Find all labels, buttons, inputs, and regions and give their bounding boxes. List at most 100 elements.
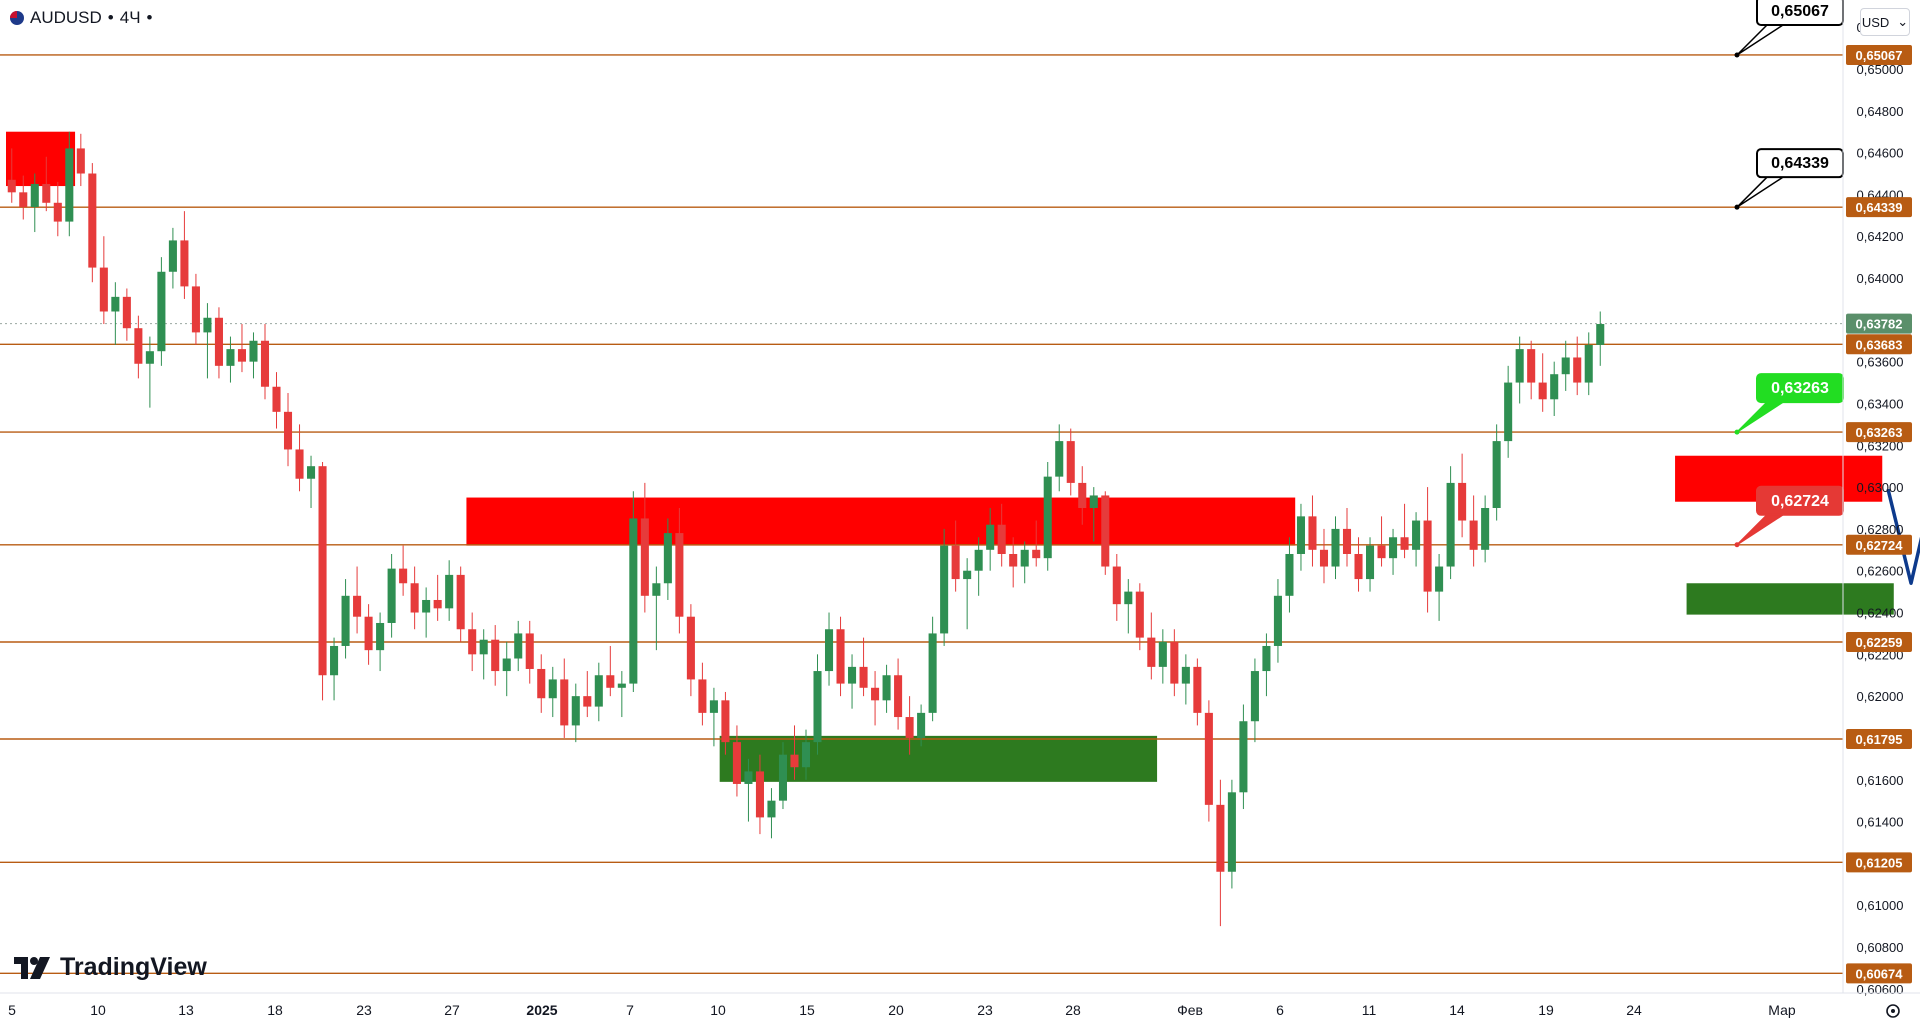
candle (721, 691, 730, 755)
candle (410, 566, 419, 630)
candle-body (917, 712, 926, 738)
candle-body (606, 675, 615, 688)
candle-body (1216, 804, 1225, 872)
candle-body (744, 771, 753, 784)
y-tick-label: 0,60800 (1857, 940, 1904, 955)
candle (836, 616, 845, 697)
level-price-label: 0,62259 (1846, 632, 1912, 653)
candle (1124, 579, 1133, 634)
candle (330, 637, 339, 701)
candle (7, 148, 16, 203)
candle (1204, 700, 1213, 822)
x-tick-label: Мар (1768, 1002, 1796, 1018)
x-tick-label: 13 (178, 1002, 194, 1018)
candle (1308, 495, 1317, 567)
y-tick-label: 0,61400 (1857, 815, 1904, 830)
price-callout: 0,65067 (1734, 0, 1844, 58)
candle (882, 664, 891, 713)
candle-body (1089, 495, 1098, 508)
callout-label: 0,63263 (1771, 380, 1829, 397)
candle (997, 503, 1006, 567)
candle (1112, 553, 1121, 621)
candle (422, 587, 431, 638)
candle (433, 574, 442, 621)
x-tick-label: Фев (1177, 1002, 1203, 1018)
candle (1423, 487, 1432, 613)
candle-body (1285, 553, 1294, 596)
candle (1469, 495, 1478, 567)
candle-body (214, 317, 223, 366)
candle-body (1481, 507, 1490, 550)
candle (1089, 487, 1098, 542)
timeframe-label[interactable]: 4Ч (119, 8, 141, 27)
candle-body (1101, 495, 1110, 567)
candle (1389, 528, 1398, 575)
level-price-bg (1846, 632, 1912, 653)
price-callout: 0,62724 (1734, 485, 1844, 548)
candle (1193, 658, 1202, 726)
candle-body (168, 240, 177, 272)
candle (157, 257, 166, 366)
candle-body (560, 679, 569, 726)
candle-body (940, 545, 949, 634)
gear-icon[interactable] (1884, 1002, 1902, 1025)
level-price-bg (1846, 334, 1912, 355)
candle (1504, 365, 1513, 458)
candle (1009, 537, 1018, 588)
candle (1101, 491, 1110, 575)
supply-zone (466, 497, 1296, 546)
callout-label: 0,62724 (1771, 493, 1829, 510)
candle-body (1319, 549, 1329, 567)
candle-body (330, 645, 339, 676)
candle (307, 455, 316, 508)
candle (456, 566, 465, 642)
candle-body (1504, 382, 1513, 442)
candle (203, 303, 212, 379)
candle-body (491, 639, 500, 672)
candle (548, 666, 557, 718)
candle (1561, 340, 1570, 391)
candle-body (1239, 721, 1248, 793)
candle (295, 424, 304, 492)
candle-body (65, 148, 74, 222)
candle (963, 558, 972, 630)
candle-body (974, 549, 983, 571)
tradingview-logo[interactable]: TradingView (14, 953, 207, 982)
demand-zone (1686, 583, 1894, 615)
candle (99, 236, 108, 325)
supply-zone (6, 131, 76, 187)
callout-pointer (1736, 514, 1786, 546)
candle-body (203, 317, 212, 333)
candle (1550, 361, 1559, 417)
candle-body (675, 533, 684, 617)
candle-body (341, 595, 350, 646)
x-tick-label: 18 (267, 1002, 283, 1018)
candle (1066, 428, 1075, 496)
currency-selector[interactable]: USD ⌄ (1860, 8, 1910, 36)
candle-body (502, 658, 511, 672)
symbol-header[interactable]: AUDUSD • 4Ч • (10, 8, 153, 28)
candle (917, 704, 926, 747)
level-price-text: 0,62724 (1856, 538, 1904, 553)
level-price-label: 0,61795 (1846, 729, 1912, 750)
candle (1262, 633, 1271, 697)
candle-body (122, 296, 131, 329)
candle-body (19, 192, 28, 207)
candle (732, 725, 741, 797)
x-tick-label: 19 (1538, 1002, 1554, 1018)
candle-body (859, 666, 868, 688)
candle (514, 620, 523, 672)
candle (790, 725, 799, 780)
level-price-text: 0,60674 (1856, 966, 1904, 981)
candle-body (283, 411, 293, 450)
candle-body (1366, 545, 1375, 580)
candle (617, 671, 626, 718)
candle-body (399, 568, 408, 584)
candle (1032, 520, 1041, 567)
candle (272, 372, 281, 429)
candle (709, 687, 718, 747)
candle-body (1204, 712, 1213, 805)
candle-body (686, 616, 695, 680)
candle-body (732, 742, 741, 784)
